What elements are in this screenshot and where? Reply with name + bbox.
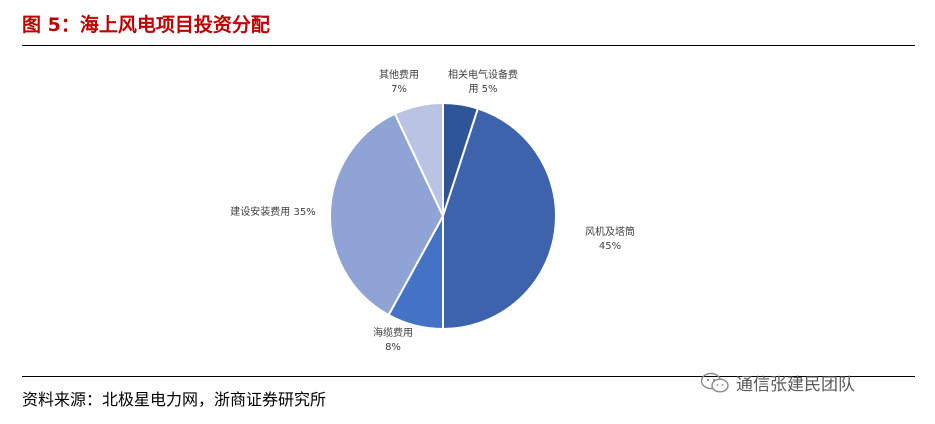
pie-slice-1 [442,107,557,331]
wechat-icon [700,372,729,393]
pie-labels: 相关电气设备费用 5% 风机及塔筒 45% 海缆费用 8% 建设安装费用 35% 其他费用 7… [230,68,635,353]
watermark-text: 通信张建民团队 [736,375,855,395]
slice-label-2: 海缆费用 8% [373,326,413,353]
source-note: 资料来源：北极星电力网，浙商证券研究所 [22,390,327,409]
slice-label-4: 其他费用 7% [379,68,419,95]
slice-label-0: 相关电气设备费用 5% [448,68,518,95]
pie-slice-4 [393,101,444,217]
slice-label-3: 建设安装费用 35% [230,205,315,218]
header-divider [22,45,915,46]
pie-slice-3 [329,112,445,317]
slice-label-1: 风机及塔筒 45% [585,225,635,252]
page-title: 图 5：海上风电项目投资分配 [22,14,270,36]
pie-slices [329,101,557,331]
pie-chart: 相关电气设备费用 5% 风机及塔筒 45% 海缆费用 8% 建设安装费用 35% 其他费用 7… [230,68,635,353]
footer-divider [22,376,915,377]
watermark: 通信张建民团队 [700,370,855,395]
